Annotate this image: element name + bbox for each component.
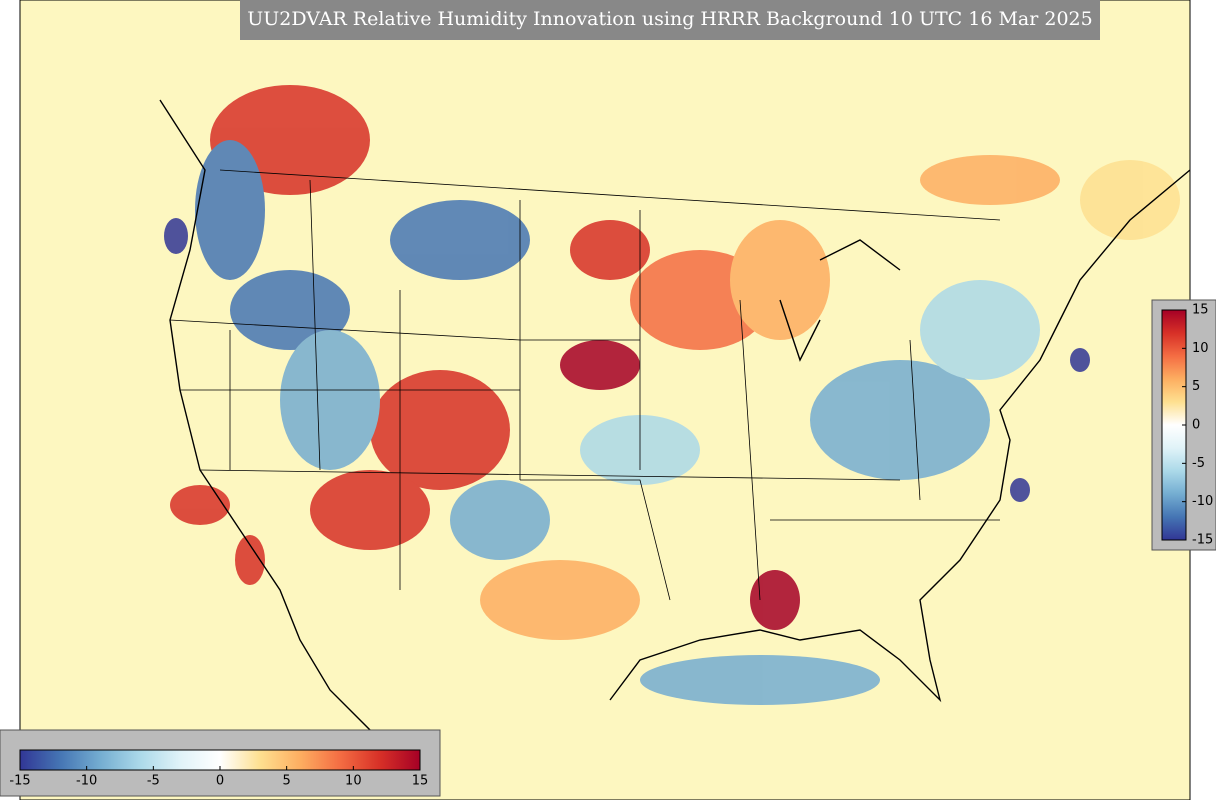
tick-label: -10 <box>1192 494 1213 509</box>
tick-label: -15 <box>9 774 30 789</box>
tick-label: 15 <box>412 774 429 789</box>
coastline <box>159 99 1191 791</box>
tick-label: 0 <box>216 774 224 789</box>
tick-label: 10 <box>1192 341 1209 356</box>
tick-label: 10 <box>345 774 362 789</box>
tick-label: -5 <box>1192 456 1205 471</box>
title: UU2DVAR Relative Humidity Innovation usi… <box>247 8 1092 30</box>
tick-label: 5 <box>283 774 291 789</box>
tick-label: 0 <box>1192 418 1200 433</box>
tick-label: -15 <box>1192 533 1213 548</box>
tick-label: -10 <box>76 774 97 789</box>
tick-label: -5 <box>147 774 160 789</box>
humidity-field <box>164 85 1180 705</box>
tick-label: 15 <box>1192 303 1209 318</box>
map-background <box>20 0 1190 800</box>
state-borders <box>169 169 1001 601</box>
title-box <box>240 0 1100 40</box>
tick-label: 5 <box>1192 379 1200 394</box>
